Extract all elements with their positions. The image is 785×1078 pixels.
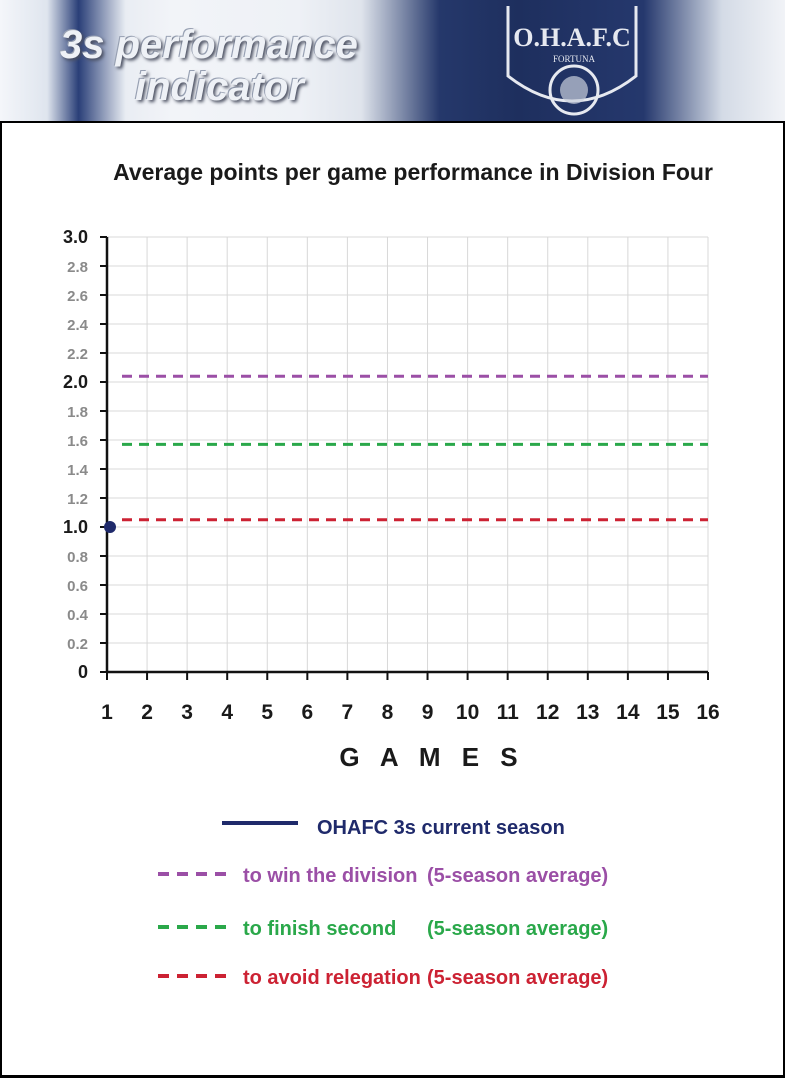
x-tick-label: 6 xyxy=(301,701,313,724)
x-tick-label: 2 xyxy=(141,701,153,724)
crest-motto: FORTUNA xyxy=(553,54,595,64)
x-axis-label: G A M E S xyxy=(339,742,524,772)
y-tick-label: 1.6 xyxy=(67,433,88,450)
x-tick-label: 12 xyxy=(536,701,559,724)
y-tick-label: 2.8 xyxy=(67,259,88,276)
y-tick-label: 0.8 xyxy=(67,549,88,566)
x-tick-label: 16 xyxy=(696,701,719,724)
season-data-point xyxy=(104,521,116,533)
x-tick-label: 9 xyxy=(422,701,434,724)
legend-label-second: to finish second xyxy=(243,918,396,940)
y-tick-label: 0.6 xyxy=(67,578,88,595)
y-tick-label: 2.6 xyxy=(67,288,88,305)
legend-note-second: (5-season average) xyxy=(427,918,608,940)
x-tick-label: 14 xyxy=(616,701,640,724)
x-tick-label: 4 xyxy=(221,701,233,724)
header-banner: 3s performance indicator O.H.A.F.C FORTU… xyxy=(0,0,785,122)
x-tick-label: 7 xyxy=(342,701,354,724)
y-tick-label: 1.8 xyxy=(67,404,88,421)
crest-lettering: O.H.A.F.C xyxy=(513,23,631,52)
x-tick-label: 5 xyxy=(261,701,273,724)
x-tick-label: 15 xyxy=(656,701,680,724)
x-tick-label: 8 xyxy=(382,701,394,724)
chart-legend: OHAFC 3s current season to win the divisi… xyxy=(158,817,608,989)
x-tick-label: 1 xyxy=(101,701,113,724)
banner-title: 3s performance indicator xyxy=(60,24,480,108)
y-tick-label: 1.0 xyxy=(63,517,88,537)
banner-title-line2: indicator xyxy=(135,65,304,109)
legend-note-win: (5-season average) xyxy=(427,865,608,887)
y-tick-label: 1.4 xyxy=(67,462,89,479)
x-tick-label: 10 xyxy=(456,701,479,724)
legend-label-relegation: to avoid relegation xyxy=(243,967,421,989)
chart-title: Average points per game performance in D… xyxy=(113,159,713,185)
club-crest-logo: O.H.A.F.C FORTUNA xyxy=(506,6,638,116)
y-tick-label: 0.2 xyxy=(67,636,88,653)
chart-frame xyxy=(0,121,785,1078)
y-tick-label: 0.4 xyxy=(67,607,89,624)
x-tick-label: 13 xyxy=(576,701,599,724)
x-tick-label: 3 xyxy=(181,701,193,724)
y-tick-label: 3.0 xyxy=(63,227,88,247)
y-tick-label: 2.4 xyxy=(67,317,89,334)
chart-grid xyxy=(107,236,709,672)
legend-note-relegation: (5-season average) xyxy=(427,967,608,989)
x-tick-label: 11 xyxy=(497,701,520,724)
reference-lines xyxy=(122,374,708,522)
y-tick-label: 1.2 xyxy=(67,491,88,508)
y-tick-label: 2.2 xyxy=(67,346,88,363)
legend-label-win: to win the division xyxy=(243,865,417,887)
banner-title-line1: 3s performance xyxy=(60,23,358,67)
data-series xyxy=(104,521,116,533)
y-tick-label: 0 xyxy=(78,662,88,682)
y-tick-label: 2.0 xyxy=(63,372,88,392)
legend-label-season: OHAFC 3s current season xyxy=(317,817,565,839)
chart-axes: 0 0.2 0.4 0.6 0.8 1.0 1.2 1.4 1.6 1.8 2.0 2.2 2.4 2.6… xyxy=(63,227,720,724)
